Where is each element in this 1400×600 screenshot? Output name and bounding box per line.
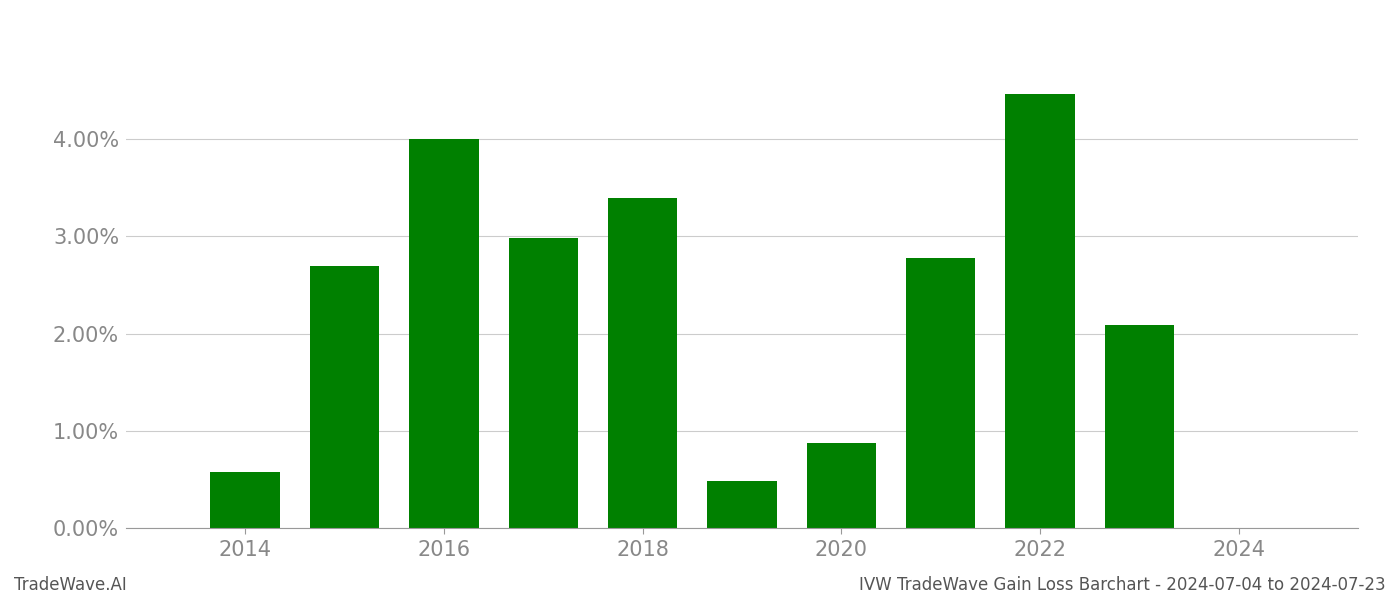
Bar [508,238,578,528]
Bar [1005,94,1075,528]
Bar [309,266,379,528]
Bar [608,197,678,528]
Bar [210,472,280,528]
Text: TradeWave.AI: TradeWave.AI [14,576,127,594]
Bar [906,258,976,528]
Bar [707,481,777,528]
Bar [1105,325,1175,528]
Text: IVW TradeWave Gain Loss Barchart - 2024-07-04 to 2024-07-23: IVW TradeWave Gain Loss Barchart - 2024-… [860,576,1386,594]
Bar [409,139,479,528]
Bar [806,443,876,528]
